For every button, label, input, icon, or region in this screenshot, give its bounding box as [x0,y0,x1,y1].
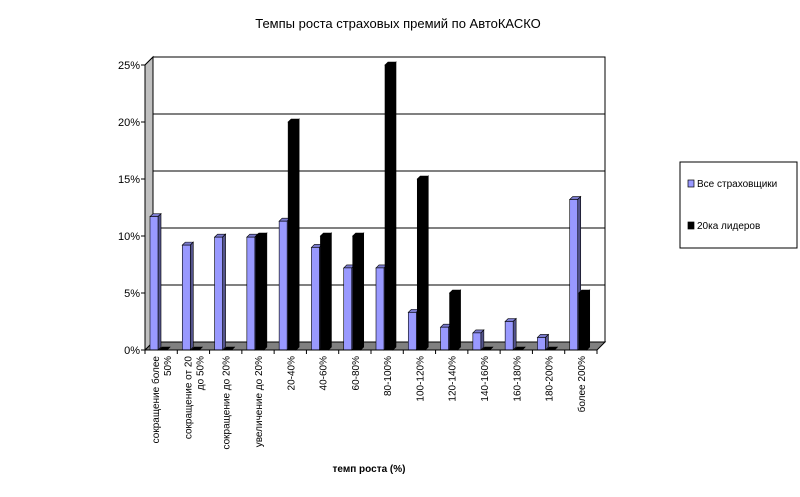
plot-background [145,57,605,350]
bar-top-20 [578,292,588,351]
bar-top-20 [384,64,394,351]
y-tick-label: 15% [118,174,140,186]
x-category-label: 180-200% [545,356,556,402]
bar-all-insurers [149,216,159,351]
x-category-label: 20-40% [286,356,297,391]
bar-all-insurers-side [545,333,549,351]
bar-all-insurers-side [157,212,162,351]
bar-all-insurers [569,199,579,351]
bar-top-20 [352,235,362,351]
bar-top-20-side [199,346,203,351]
bar-all-insurers [246,236,256,351]
x-category-label: 50% [163,356,174,376]
bar-top-20 [255,235,265,351]
x-category-label: 80-100% [383,356,394,396]
bar-all-insurers [343,267,353,351]
plot-area: 0% 5% 10% 15% 20% 25% сокращение более 50% сокра… [118,55,607,450]
bar-all-insurers-side [480,329,485,351]
bar-all-insurers [440,326,449,351]
plot-floor [143,341,607,351]
x-category-label: 120-140% [448,356,459,402]
legend-label-top-20: 20ка лидеров [697,221,760,232]
bar-top-20-side [263,232,268,351]
y-tick-label: 5% [124,288,140,300]
bar-all-insurers [407,312,417,351]
bar-all-insurers [504,321,514,351]
bar-top-20-side [295,118,300,351]
x-category-label: 40-60% [319,356,330,391]
y-tick-label: 10% [118,231,140,243]
y-tick-label: 25% [118,60,140,72]
y-tick-label: 20% [118,117,140,129]
bar-top-20-side [166,346,171,351]
bar-all-insurers [375,267,385,351]
bar-all-insurers [537,337,546,351]
bar-all-insurers-side [222,233,226,351]
bar-top-20-side [521,346,526,351]
bar-top-20 [287,121,297,351]
bar-top-20 [416,178,426,351]
bar-all-insurers [214,236,223,351]
x-category-label: увеличение до 20% [254,356,265,447]
chart-title: Темпы роста страховых премий по АвтоКАСК… [255,16,541,31]
bar-top-20-side [424,175,429,351]
x-category-label: до 50% [195,356,206,390]
bar-all-insurers-side [189,241,194,351]
bar-top-20-side [360,232,365,351]
x-category-label: более 200% [576,356,588,412]
x-category-label: сокращение до 20% [222,356,233,450]
bar-all-insurers [311,247,320,351]
bar-all-insurers-side [512,317,517,351]
bar-top-20-side [489,346,494,351]
x-category-label: сокращение более [150,356,162,444]
legend-swatch-top-20 [687,221,695,230]
legend-label-all-insurers: Все страховщики [697,179,777,190]
x-category-label: 160-180% [512,356,523,402]
bar-top-20-side [392,61,397,351]
bar-top-20-side [328,232,332,351]
bar-top-20-side [554,346,558,351]
legend-box [679,161,798,249]
bar-top-20 [320,235,329,351]
bar-all-insurers [472,332,482,351]
legend: Все страховщики 20ка лидеров [679,161,798,249]
y-tick-label: 0% [124,345,140,357]
bar-top-20-side [457,289,461,351]
legend-swatch-all-insurers [687,179,695,188]
bar-top-20-side [231,346,235,351]
bar-all-insurers [278,220,288,351]
bar-top-20-side [586,289,591,351]
bar-top-20 [449,292,458,351]
x-axis-title: темп роста (%) [333,464,406,475]
x-category-label: 60-80% [351,356,362,391]
x-category-label: 140-160% [480,356,491,402]
x-category-label: 100-120% [415,356,426,402]
x-category-label: сокращение от 20 [183,356,194,440]
bar-all-insurers [181,244,191,351]
